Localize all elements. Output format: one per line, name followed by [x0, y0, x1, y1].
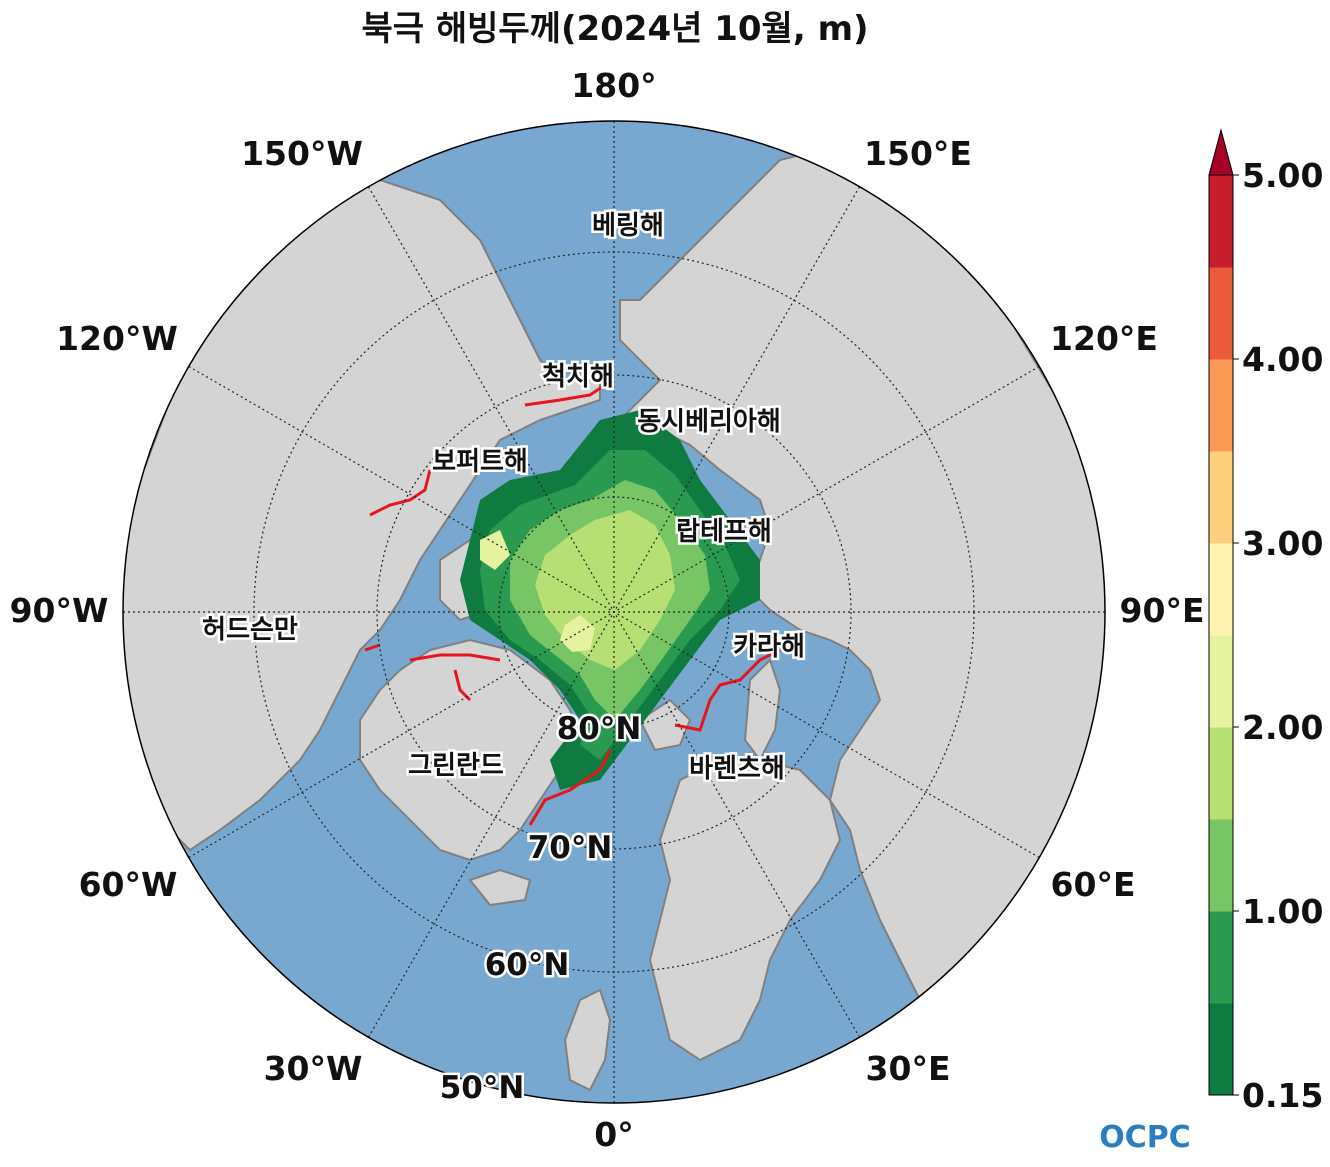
colorbar-tick-label: 0.15	[1242, 1076, 1323, 1115]
colorbar-band	[1209, 819, 1233, 912]
colorbar-band	[1209, 267, 1233, 360]
lon-label-60e: 60°E	[1051, 865, 1136, 904]
land-novaya-zemlya	[743, 658, 782, 762]
lat-label-80n: 80°N	[557, 711, 642, 747]
land-iceland	[468, 868, 532, 907]
ocpc-logo: OCPC	[1099, 1120, 1191, 1155]
land-british-isles	[563, 988, 612, 1092]
map-title: 북극 해빙두께(2024년 10월, m)	[361, 9, 868, 49]
colorbar-tick-label: 1.00	[1242, 892, 1323, 931]
lon-label-60w: 60°W	[79, 865, 178, 904]
lon-label-120w: 120°W	[56, 319, 178, 358]
colorbar-tick-label: 4.00	[1242, 340, 1323, 379]
ice-edge-canada	[364, 643, 501, 662]
colorbar-tick-label: 3.00	[1242, 524, 1323, 563]
colorbar-ticks: 5.00 4.00 3.00 2.00 1.00 0.15	[1233, 156, 1323, 1115]
sea-label-beaufort: 보퍼트해	[432, 447, 528, 477]
colorbar-band	[1209, 543, 1233, 636]
land-scandinavia	[648, 759, 842, 1062]
lon-label-120e: 120°E	[1050, 319, 1158, 358]
colorbar-band	[1209, 451, 1233, 544]
sea-label-laptev: 랍테프해	[676, 517, 772, 547]
ice-band-2-0-b	[480, 530, 510, 570]
colorbar-tick-label: 5.00	[1242, 156, 1323, 195]
sea-label-barents: 바렌츠해	[689, 754, 785, 784]
ice-edge-greenland-sea	[528, 749, 612, 826]
lat-label-50n: 50°N	[440, 1070, 525, 1106]
colorbar-extend-triangle	[1208, 128, 1234, 176]
colorbar-band	[1209, 911, 1233, 1004]
colorbar: 5.00 4.00 3.00 2.00 1.00 0.15	[1208, 128, 1323, 1115]
sea-ice-thickness	[460, 410, 760, 790]
lon-label-90w: 90°W	[10, 591, 109, 630]
parallel-70n	[376, 374, 852, 850]
lat-label-60n: 60°N	[485, 947, 570, 983]
sea-label-greenland: 그린란드	[408, 751, 504, 781]
lon-label-90e: 90°E	[1120, 591, 1205, 630]
ice-edge-kara	[674, 648, 781, 732]
sea-label-kara: 카라해	[733, 632, 805, 662]
sea-labels: 베링해 척치해 동시베리아해 보퍼트해 랍테프해 허드슨만 카라해 그린란드 바…	[200, 209, 808, 787]
colorbar-tick-label: 2.00	[1242, 708, 1323, 747]
lat-label-70n: 70°N	[528, 830, 613, 866]
longitude-labels: 180° 150°E 120°E 90°E 60°E 30°E 0° 30°W …	[10, 66, 1205, 1154]
map-disk	[123, 121, 1105, 1103]
colorbar-band	[1209, 175, 1233, 268]
land-svalbard	[638, 698, 692, 752]
lon-label-150e: 150°E	[864, 134, 972, 173]
ice-band-2-0	[560, 615, 595, 652]
sea-label-bering: 베링해	[592, 211, 664, 241]
ice-edge-beaufort	[369, 469, 432, 517]
lon-label-150w: 150°W	[241, 134, 363, 173]
sea-label-chukchi: 척치해	[542, 362, 614, 392]
lon-label-0: 0°	[594, 1115, 633, 1154]
ice-edge-chukchi	[524, 383, 606, 407]
lon-label-30e: 30°E	[866, 1049, 951, 1088]
colorbar-band	[1209, 359, 1233, 452]
colorbar-band	[1209, 635, 1233, 728]
colorbar-bands	[1208, 174, 1234, 1096]
colorbar-band	[1209, 1003, 1233, 1096]
sea-label-east-siberian: 동시베리아해	[637, 407, 781, 437]
lon-label-180: 180°	[571, 66, 656, 105]
lon-label-30w: 30°W	[264, 1049, 363, 1088]
latitude-labels: 80°N 70°N 60°N 50°N	[437, 709, 644, 1109]
land-masses	[123, 148, 1105, 1092]
sea-label-hudson: 허드슨만	[202, 615, 298, 645]
colorbar-band	[1209, 727, 1233, 820]
meridian-120e-60w	[188, 365, 1040, 859]
graticule	[123, 121, 1105, 1103]
map-boundary	[122, 120, 1106, 1104]
